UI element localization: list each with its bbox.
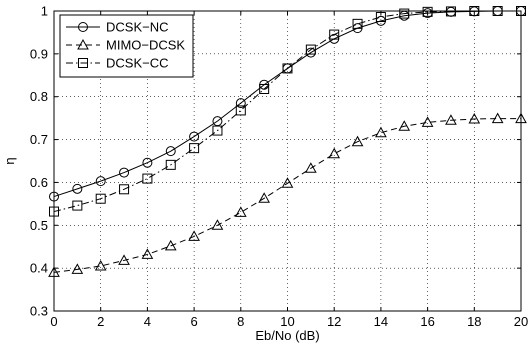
y-tick-label: 0.4 bbox=[30, 261, 48, 276]
legend-item: MIMO−DCSK bbox=[66, 38, 185, 53]
x-tick-label: 0 bbox=[50, 314, 57, 329]
x-tick-label: 20 bbox=[514, 314, 528, 329]
triangle-marker bbox=[94, 259, 107, 271]
triangle-marker bbox=[188, 230, 200, 241]
circle-marker bbox=[78, 22, 88, 32]
x-tick-label: 4 bbox=[144, 314, 151, 329]
circle-marker bbox=[72, 183, 83, 194]
x-tick-label: 2 bbox=[97, 314, 104, 329]
y-tick-label: 0.9 bbox=[30, 46, 48, 61]
triangle-marker bbox=[398, 120, 411, 131]
triangle-marker bbox=[234, 206, 247, 217]
triangle-marker bbox=[164, 239, 177, 251]
x-tick-label: 8 bbox=[237, 314, 244, 329]
triangle-marker bbox=[328, 147, 341, 159]
x-tick-label: 10 bbox=[280, 314, 294, 329]
legend-item: DCSK−CC bbox=[66, 56, 169, 71]
legend-label: DCSK−NC bbox=[106, 20, 169, 35]
triangle-marker bbox=[118, 254, 130, 265]
y-tick-label: 0.5 bbox=[30, 218, 48, 233]
triangle-marker bbox=[141, 248, 154, 259]
square-marker bbox=[165, 159, 176, 170]
square-marker bbox=[352, 18, 363, 29]
triangle-marker bbox=[491, 112, 504, 124]
triangle-marker bbox=[468, 112, 481, 124]
triangle-marker bbox=[258, 192, 270, 203]
y-tick-label: 0.8 bbox=[30, 89, 48, 104]
square-marker bbox=[95, 193, 106, 204]
x-axis-title: Eb/No (dB) bbox=[255, 328, 319, 343]
y-tick-label: 1 bbox=[41, 4, 48, 19]
square-marker bbox=[422, 6, 433, 17]
x-tick-label: 14 bbox=[374, 314, 388, 329]
series-2 bbox=[48, 112, 527, 277]
triangle-marker bbox=[351, 135, 364, 147]
series-layer bbox=[48, 6, 527, 277]
triangle-marker bbox=[305, 162, 317, 173]
legend-label: MIMO−DCSK bbox=[106, 38, 185, 53]
axis-ticks: 0 2 4 6 8 10 12 14 16 18 20 0.3 0.4 0.5 0.6 0.7 0.8 0.9 1 bbox=[30, 4, 528, 330]
x-tick-label: 18 bbox=[467, 314, 481, 329]
square-marker bbox=[282, 63, 293, 74]
y-tick-label: 0.3 bbox=[30, 304, 48, 319]
triangle-marker bbox=[281, 177, 294, 188]
triangle-marker bbox=[211, 219, 224, 230]
triangle-marker bbox=[77, 38, 89, 50]
x-tick-label: 16 bbox=[420, 314, 434, 329]
x-tick-label: 12 bbox=[327, 314, 341, 329]
y-tick-label: 0.6 bbox=[30, 175, 48, 190]
y-axis-title: η bbox=[2, 157, 17, 164]
square-marker bbox=[119, 184, 130, 195]
square-marker bbox=[259, 84, 270, 94]
y-tick-label: 0.7 bbox=[30, 132, 48, 147]
circle-marker bbox=[95, 176, 106, 187]
square-marker bbox=[212, 125, 223, 136]
legend-box bbox=[59, 14, 194, 78]
circle-marker bbox=[189, 131, 200, 142]
square-marker bbox=[78, 58, 88, 68]
circle-marker bbox=[235, 98, 246, 109]
x-tick-label: 6 bbox=[190, 314, 197, 329]
triangle-marker bbox=[71, 263, 84, 274]
circle-marker bbox=[119, 167, 130, 178]
triangle-marker bbox=[421, 116, 434, 127]
square-marker bbox=[189, 143, 200, 154]
square-marker bbox=[329, 29, 340, 40]
triangle-marker bbox=[375, 126, 387, 138]
square-marker bbox=[235, 105, 246, 116]
triangle-marker bbox=[445, 114, 457, 125]
square-marker bbox=[399, 8, 410, 19]
series-line bbox=[53, 10, 521, 213]
square-marker bbox=[142, 173, 153, 184]
legend-item: DCSK−NC bbox=[66, 20, 169, 35]
square-marker bbox=[305, 44, 316, 55]
series-line bbox=[53, 118, 521, 273]
square-marker bbox=[72, 200, 83, 211]
legend: DCSK−NC MIMO−DCSK DCSK−CC bbox=[59, 14, 194, 78]
circle-marker bbox=[142, 157, 153, 168]
circle-marker bbox=[165, 146, 176, 157]
legend-label: DCSK−CC bbox=[106, 56, 169, 71]
